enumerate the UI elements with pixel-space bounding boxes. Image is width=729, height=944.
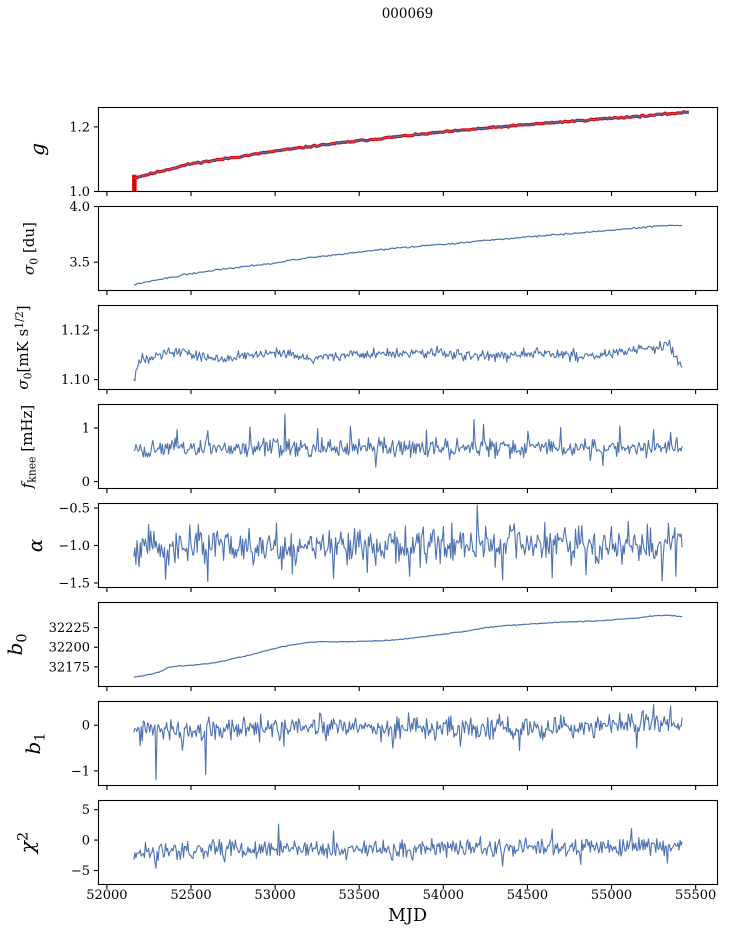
y-axis-label-b0: b0 xyxy=(3,634,30,656)
y-tick-label: 32225 xyxy=(49,621,90,636)
subplot-b0: 32175 32200 32225 b0 xyxy=(3,601,719,691)
y-axis-label-alpha: α xyxy=(23,538,47,552)
g-line xyxy=(133,111,689,179)
x-tick-label: 53500 xyxy=(338,888,380,903)
y-tick-label: 1.2 xyxy=(69,120,90,135)
subplot-f-knee: 0 1 fknee [mHz] xyxy=(18,403,719,493)
g-errorbars xyxy=(132,110,690,180)
subplot-b1: 0 −1 b1 xyxy=(21,700,719,790)
x-tick-label: 55500 xyxy=(674,888,717,903)
sigma0-du-line xyxy=(133,224,683,286)
y-tick-label: −1.0 xyxy=(58,539,90,554)
x-tick-label: 54000 xyxy=(422,888,464,903)
y-axis-label-b1: b1 xyxy=(21,733,48,755)
x-tick-label: 55000 xyxy=(590,888,633,903)
axes-frame xyxy=(97,304,719,391)
x-tick-label: 52500 xyxy=(170,888,212,903)
axes-frame xyxy=(97,799,719,886)
axes-frame xyxy=(97,106,719,193)
axes-frame xyxy=(97,601,719,688)
x-axis-tick-labels: 52000 52500 53000 53500 54000 54500 55000 55500 xyxy=(0,888,729,906)
subplot-g: 1.0 1.2 g xyxy=(25,106,719,200)
b1-line xyxy=(133,704,683,781)
x-tick-label: 52000 xyxy=(86,888,128,903)
axes-frame xyxy=(97,205,719,292)
y-tick-label: −1.5 xyxy=(58,577,90,592)
x-axis-label: MJD xyxy=(388,906,427,926)
y-axis-label-f-knee: fknee [mHz] xyxy=(18,405,38,490)
subplot-sigma0-du: 3.5 4.0 σ0 [du] xyxy=(20,200,719,295)
subplot-chi2: 5 0 −5 χ2 xyxy=(15,799,719,889)
y-tick-label: 5 xyxy=(82,803,90,818)
subplot-sigma0-mK: 1.10 1.12 σ0[mK s1/2] xyxy=(13,304,719,394)
y-tick-label: 32175 xyxy=(49,660,90,675)
y-tick-label: 1.12 xyxy=(61,324,90,339)
y-tick-label: 1.0 xyxy=(69,185,90,200)
axes-frame xyxy=(97,700,719,787)
y-tick-label: 0 xyxy=(82,834,90,849)
subplot-alpha: −0.5 −1.0 −1.5 α xyxy=(23,502,719,592)
y-tick-label: −1 xyxy=(71,764,90,779)
chi2-line xyxy=(133,823,683,869)
f-knee-line xyxy=(133,413,683,468)
x-tick-label: 53000 xyxy=(254,888,296,903)
axes-frame xyxy=(97,403,719,490)
y-axis-label-sigma0-mK: σ0[mK s1/2] xyxy=(13,305,34,389)
y-tick-label: −5 xyxy=(71,864,90,879)
sigma0-mK-line xyxy=(133,339,683,382)
y-axis-label-chi2: χ2 xyxy=(15,832,39,855)
y-tick-label: 0 xyxy=(82,475,90,490)
y-axis-label-sigma0-du: σ0 [du] xyxy=(20,222,40,275)
b0-line xyxy=(133,614,683,679)
y-tick-label: 32200 xyxy=(49,641,90,656)
alpha-line xyxy=(133,504,683,583)
figure-title: 000069 xyxy=(381,6,434,22)
y-tick-label: 1 xyxy=(82,422,90,437)
y-axis-label-g: g xyxy=(25,143,49,156)
y-tick-label: 0 xyxy=(82,719,90,734)
y-tick-label: 4.0 xyxy=(69,200,90,215)
y-tick-label: −0.5 xyxy=(58,502,90,517)
y-tick-label: 3.5 xyxy=(69,256,90,271)
x-tick-label: 54500 xyxy=(506,888,549,903)
y-tick-label: 1.10 xyxy=(61,373,90,388)
